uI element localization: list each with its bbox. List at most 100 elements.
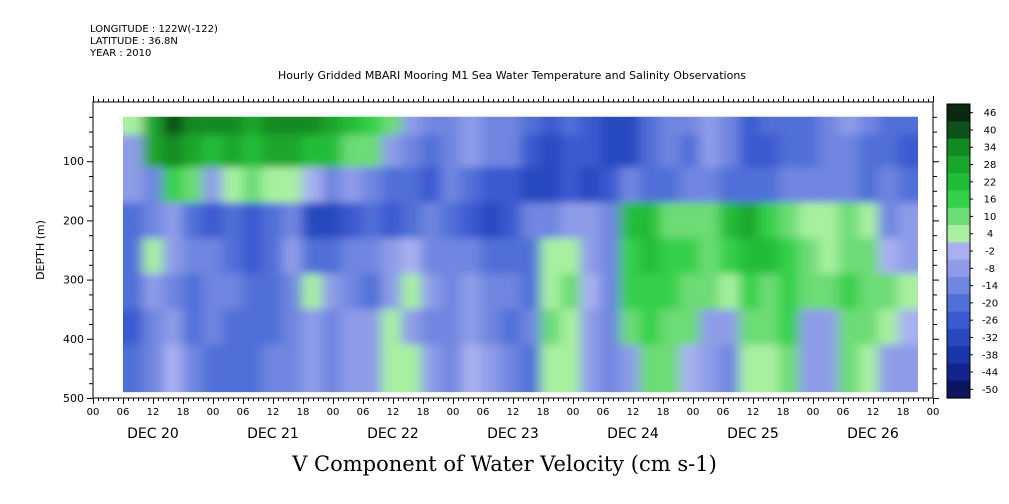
heatmap-cell <box>361 344 383 393</box>
heatmap-cell <box>242 238 264 275</box>
heatmap-cell <box>262 309 283 346</box>
heatmap-cell <box>878 344 900 393</box>
heatmap-cell <box>500 167 522 204</box>
heatmap-cell <box>162 309 184 346</box>
heatmap-cell <box>401 116 423 136</box>
heatmap-cell <box>798 309 820 346</box>
heatmap-cell <box>739 309 760 346</box>
colorbar-swatch <box>947 294 970 313</box>
colorbar-label: -14 <box>982 281 998 292</box>
heatmap-cell <box>321 202 343 240</box>
x-hour-tick-label: 00 <box>87 407 100 418</box>
heatmap-cell <box>341 309 363 346</box>
heatmap-cell <box>242 202 264 240</box>
heatmap-cell <box>679 134 701 169</box>
heatmap-cell <box>182 238 204 275</box>
year-label: YEAR : 2010 <box>90 48 152 59</box>
heatmap-cell <box>142 238 164 275</box>
heatmap-cell <box>222 273 244 311</box>
heatmap-cell <box>759 202 780 240</box>
x-day-label: DEC 25 <box>727 426 779 442</box>
heatmap-cell <box>719 202 741 240</box>
heatmap-cell <box>540 202 562 240</box>
heatmap-cell <box>401 309 423 346</box>
x-hour-tick-label: 18 <box>537 407 550 418</box>
heatmap-cell <box>619 309 641 346</box>
colorbar-label: -44 <box>982 368 998 379</box>
heatmap-cell <box>222 116 244 136</box>
heatmap-cell <box>242 116 264 136</box>
heatmap-cell <box>321 167 343 204</box>
x-hour-tick-label: 06 <box>117 407 130 418</box>
heatmap-cell <box>381 134 403 169</box>
heatmap-cell <box>878 116 900 136</box>
heatmap-cell <box>441 116 462 136</box>
colorbar-label: -32 <box>982 333 998 344</box>
x-hour-tick-label: 12 <box>627 407 640 418</box>
heatmap-cell <box>182 134 204 169</box>
heatmap-cell <box>679 238 701 275</box>
x-hour-tick-label: 06 <box>237 407 250 418</box>
heatmap-cell <box>759 116 780 136</box>
heatmap-cell <box>878 309 900 346</box>
heatmap-cell <box>321 273 343 311</box>
heatmap-cell <box>520 344 542 393</box>
x-day-label: DEC 20 <box>127 426 179 442</box>
heatmap-cell <box>242 273 264 311</box>
heatmap-cell <box>123 309 144 346</box>
x-hour-tick-label: 12 <box>507 407 520 418</box>
heatmap-cell <box>580 309 601 346</box>
heatmap-cell <box>282 167 303 204</box>
heatmap-cell <box>798 167 820 204</box>
heatmap-cell <box>421 344 442 393</box>
colorbar-label: -2 <box>985 247 995 258</box>
heatmap-cell <box>162 344 184 393</box>
x-hour-tick-label: 00 <box>567 407 580 418</box>
heatmap-cell <box>540 116 562 136</box>
x-day-label: DEC 22 <box>367 426 419 442</box>
heatmap-cell <box>401 238 423 275</box>
heatmap-cell <box>739 167 760 204</box>
heatmap-cell <box>460 202 482 240</box>
colorbar-swatch <box>947 155 970 174</box>
colorbar-swatch <box>947 328 970 347</box>
heatmap-cell <box>123 116 144 136</box>
colorbar-swatch <box>947 121 970 140</box>
heatmap-cell <box>361 134 383 169</box>
heatmap-cell <box>520 134 542 169</box>
heatmap-cell <box>659 116 681 136</box>
x-hour-tick-label: 12 <box>867 407 880 418</box>
heatmap-cell <box>222 167 244 204</box>
heatmap-cell <box>540 344 562 393</box>
heatmap-cell <box>500 273 522 311</box>
heatmap-cell <box>818 238 840 275</box>
heatmap-cell <box>520 202 542 240</box>
heatmap-cell <box>560 202 582 240</box>
x-hour-tick-label: 12 <box>147 407 160 418</box>
heatmap-cell <box>500 344 522 393</box>
colorbar-label: -8 <box>985 264 995 275</box>
heatmap-cell <box>381 116 403 136</box>
heatmap-cell <box>759 309 780 346</box>
colorbar-label: 34 <box>984 143 997 154</box>
heatmap-cell <box>898 238 918 275</box>
x-hour-tick-label: 06 <box>357 407 370 418</box>
heatmap-cell <box>142 167 164 204</box>
heatmap-cell <box>818 309 840 346</box>
heatmap-cell <box>142 116 164 136</box>
heatmap-cell <box>282 344 303 393</box>
heatmap-cell <box>123 344 144 393</box>
heatmap-cell <box>818 202 840 240</box>
x-day-label: DEC 21 <box>247 426 299 442</box>
heatmap-cell <box>341 167 363 204</box>
heatmap-cell <box>480 134 502 169</box>
heatmap-cell <box>639 116 661 136</box>
heatmap-cell <box>639 344 661 393</box>
heatmap-cell <box>719 134 741 169</box>
heatmap-cell <box>282 238 303 275</box>
heatmap-cell <box>401 167 423 204</box>
heatmap-cell <box>162 116 184 136</box>
heatmap-cell <box>858 134 880 169</box>
x-hour-tick-label: 00 <box>807 407 820 418</box>
x-hour-tick-label: 18 <box>897 407 910 418</box>
